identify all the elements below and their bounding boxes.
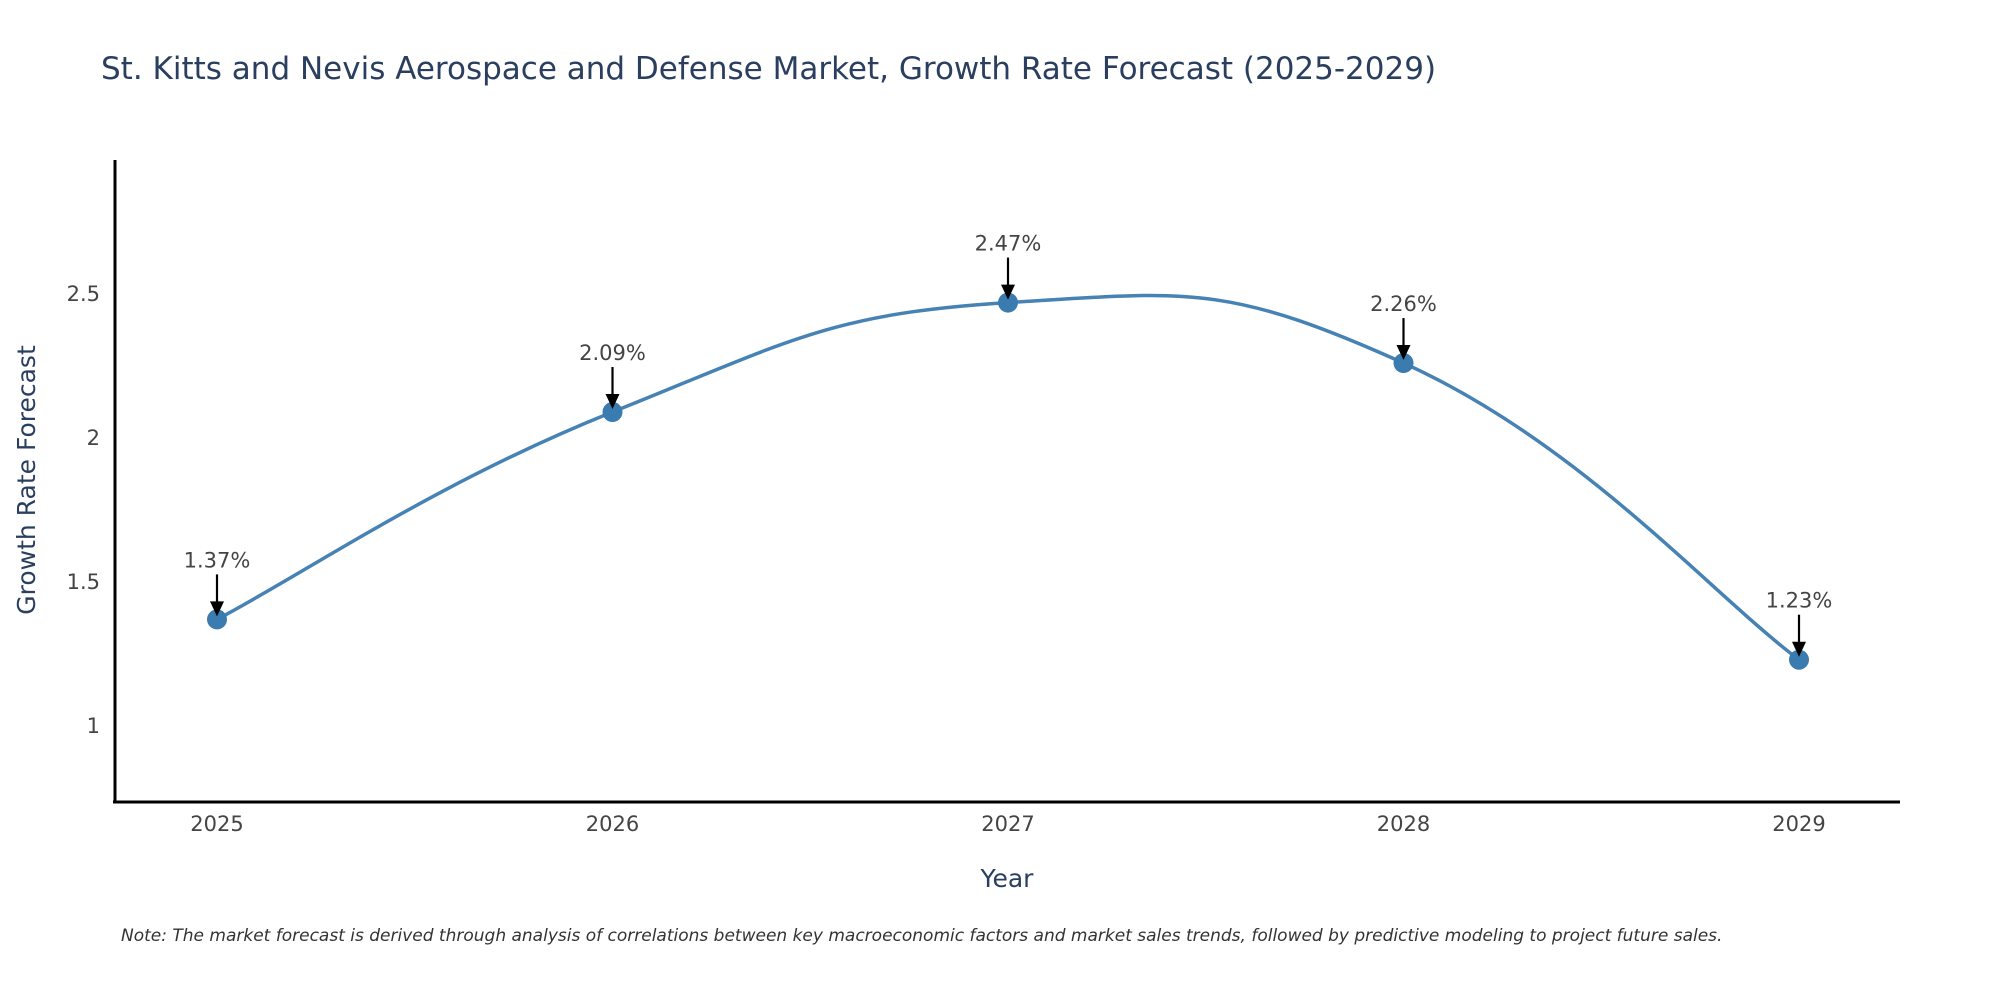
arrow-down-icon <box>1792 641 1806 657</box>
data-point <box>207 609 227 630</box>
x-tick-label: 2025 <box>190 812 243 836</box>
arrow-down-icon <box>605 394 620 410</box>
series-line <box>216 293 1801 662</box>
y-axis-title: Growth Rate Forecast <box>12 345 41 615</box>
y-tick-label: 2.5 <box>67 282 100 306</box>
arrow-down-icon <box>1001 284 1015 300</box>
y-tick-label: 2 <box>87 426 100 450</box>
annotation: 1.37% <box>184 548 251 617</box>
annotation: 2.09% <box>579 341 646 410</box>
plot-area: 1 1.5 2 2.5 2025 2026 2027 2028 2029 1.37% 2.09%… <box>67 160 1900 836</box>
arrow-down-icon <box>210 601 224 617</box>
data-point <box>998 292 1018 313</box>
footnote: Note: The market forecast is derived thr… <box>121 926 1722 946</box>
x-tick-label: 2027 <box>981 812 1034 836</box>
x-tick-label: 2026 <box>586 812 639 836</box>
y-tick-label: 1.5 <box>67 570 100 594</box>
data-markers <box>207 292 1809 670</box>
annotation: 2.47% <box>975 232 1042 300</box>
x-tick-label: 2028 <box>1377 812 1430 836</box>
x-tick-labels: 2025 2026 2027 2028 2029 <box>190 812 1825 836</box>
data-point <box>1393 353 1414 374</box>
x-tick-label: 2029 <box>1772 812 1825 836</box>
y-tick-label: 1 <box>87 714 100 738</box>
data-point <box>1789 649 1809 670</box>
annotation-label: 2.09% <box>579 341 646 365</box>
annotation: 2.26% <box>1370 292 1437 361</box>
chart-title: St. Kitts and Nevis Aerospace and Defens… <box>101 51 1436 87</box>
y-tick-labels: 1 1.5 2 2.5 <box>67 282 100 738</box>
data-annotations: 1.37% 2.09% 2.47% 2.26% 1.23% <box>184 232 1833 657</box>
annotation: 1.23% <box>1766 589 1833 657</box>
annotation-label: 1.37% <box>184 548 251 572</box>
annotation-label: 2.47% <box>975 232 1042 256</box>
x-axis-title: Year <box>980 864 1035 893</box>
data-point <box>602 402 623 423</box>
arrow-down-icon <box>1396 345 1411 361</box>
annotation-label: 2.26% <box>1370 292 1437 316</box>
annotation-label: 1.23% <box>1766 589 1833 613</box>
